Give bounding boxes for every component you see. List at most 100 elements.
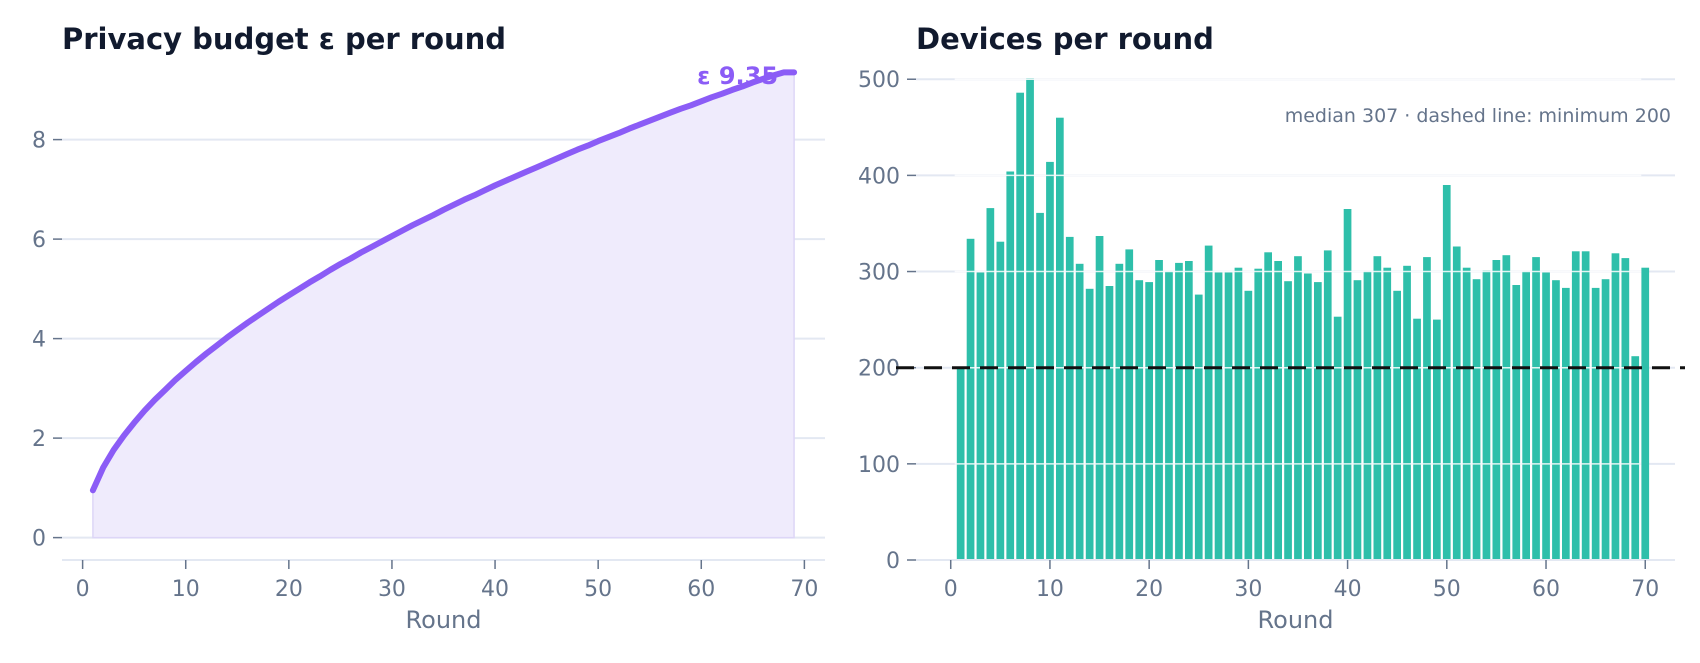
y-tick-label: 500	[858, 68, 900, 93]
bar	[1274, 261, 1282, 560]
privacy-budget-title: Privacy budget ε per round	[62, 22, 507, 56]
bar	[1065, 236, 1074, 560]
bar	[1145, 282, 1153, 560]
y-tick-label: 100	[858, 453, 900, 478]
bar	[1581, 251, 1590, 561]
bar	[1492, 260, 1501, 560]
bar	[1155, 260, 1163, 560]
bar	[1204, 245, 1213, 560]
bar	[1621, 258, 1630, 560]
bar	[1234, 267, 1243, 560]
x-tick-label: 10	[172, 577, 200, 602]
x-tick-label: 70	[790, 577, 818, 602]
bar	[1591, 287, 1600, 560]
bar	[1641, 267, 1650, 560]
bar	[1135, 280, 1144, 560]
bar	[1175, 262, 1183, 560]
bar	[1006, 171, 1015, 560]
y-tick-label: 4	[32, 328, 46, 353]
bar	[1294, 256, 1302, 560]
bar	[1462, 267, 1471, 560]
x-tick-label: 70	[1631, 577, 1659, 602]
bar	[966, 238, 975, 561]
bar	[1343, 209, 1352, 560]
bar	[1026, 78, 1034, 561]
bar	[1036, 212, 1044, 560]
bar	[1046, 161, 1054, 560]
bar	[1194, 294, 1203, 560]
x-tick-label: 60	[1532, 577, 1560, 602]
x-tick-label: 30	[378, 577, 406, 602]
bar	[1264, 252, 1272, 561]
x-tick-label: 40	[481, 577, 509, 602]
bar	[986, 208, 995, 560]
devices-chart: 0 100 200 300 400 500 0 10 20 30 40 50 60 70 Round medi…	[858, 68, 1685, 634]
x-axis-title: Round	[406, 606, 482, 634]
bar	[1224, 272, 1233, 560]
bar	[1095, 236, 1104, 560]
x-tick-label: 30	[1234, 577, 1262, 602]
bar	[1363, 271, 1372, 560]
bar	[1433, 319, 1441, 560]
x-tick-label: 50	[1433, 577, 1461, 602]
bar	[1552, 280, 1560, 560]
x-tick-label: 60	[687, 577, 715, 602]
privacy-budget-chart: 0 2 4 6 8 0 10 20 30 40 50 60 70 Round ε 9.35	[32, 62, 825, 634]
bar	[1075, 263, 1084, 560]
bar	[1403, 265, 1411, 560]
privacy-budget-panel: Privacy budget ε per round 0 2 4 6 8 0 10 20 30 4…	[32, 22, 825, 634]
bar	[1472, 279, 1481, 560]
devices-panel: Devices per round 0 100 200 300 400 500 0 10 20 3…	[850, 0, 1700, 663]
bar	[1314, 282, 1322, 560]
bar	[1016, 92, 1024, 560]
bar	[1353, 280, 1362, 560]
y-tick-label: 0	[886, 549, 900, 574]
bar	[1601, 279, 1610, 560]
y-tick-label: 300	[858, 261, 900, 286]
bar	[1423, 257, 1431, 560]
bar	[1125, 249, 1134, 560]
x-tick-label: 20	[1135, 577, 1163, 602]
budget-area	[92, 71, 795, 539]
bar	[1542, 272, 1550, 560]
y-tick-label: 200	[858, 357, 900, 382]
chart-note: median 307 · dashed line: minimum 200	[1285, 105, 1671, 127]
bar	[1562, 287, 1570, 560]
bar	[1056, 117, 1064, 560]
bar	[1105, 286, 1114, 560]
y-tick-label: 2	[32, 427, 46, 452]
bar	[1165, 271, 1173, 560]
bar	[1185, 261, 1193, 560]
bar	[1452, 246, 1461, 560]
bar	[1522, 271, 1530, 560]
devices-title: Devices per round	[916, 22, 1214, 56]
bar	[1244, 290, 1253, 560]
bar	[1115, 263, 1124, 560]
bar	[1323, 250, 1332, 560]
x-tick-label: 40	[1334, 577, 1362, 602]
bar	[976, 272, 985, 560]
bar	[1532, 257, 1540, 560]
x-tick-label: 10	[1036, 577, 1064, 602]
y-tick-label: 400	[858, 164, 900, 189]
bar	[1631, 356, 1640, 560]
x-tick-label: 20	[275, 577, 303, 602]
budget-line	[89, 69, 798, 494]
y-tick-label: 8	[32, 129, 46, 154]
bar	[1333, 316, 1342, 560]
bar	[1571, 251, 1580, 561]
y-tick-label: 6	[32, 228, 46, 253]
bar	[1512, 285, 1521, 560]
bar	[1482, 270, 1491, 560]
bar	[1502, 255, 1511, 560]
bar	[1284, 281, 1292, 560]
bar	[1383, 267, 1392, 560]
bar	[1304, 273, 1312, 560]
bar	[1393, 290, 1401, 560]
bar	[1254, 268, 1263, 560]
x-tick-label: 0	[76, 577, 90, 602]
bar	[1442, 185, 1451, 560]
bar	[1214, 272, 1223, 560]
x-tick-label: 50	[584, 577, 612, 602]
